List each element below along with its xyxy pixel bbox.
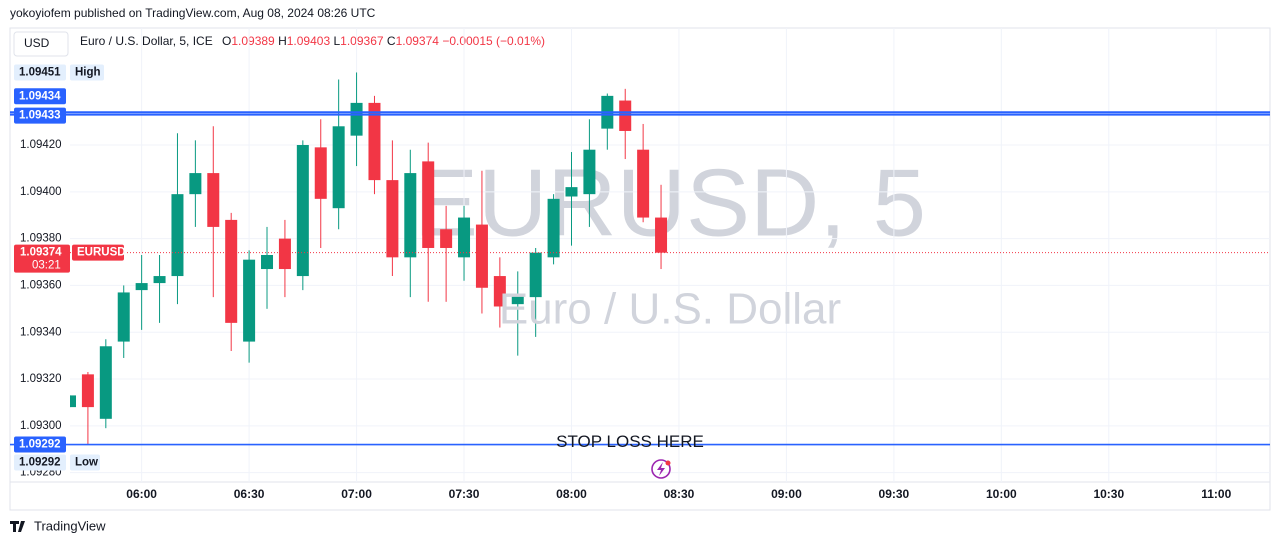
ohlc-letter: O [222,34,231,48]
y-tick-label: 1.09300 [20,420,62,432]
candle-body [207,173,220,227]
chart-title: Euro / U.S. Dollar, 5, ICE [80,34,213,48]
candle-body [440,229,453,248]
symbol-tag-bg [72,244,124,261]
high-marker-label: High [75,66,101,78]
candle-body [81,374,94,408]
low-marker-value-bg [14,454,66,471]
candle-body [350,102,363,136]
lightning-icon[interactable] [651,459,671,479]
candle-body [529,252,542,298]
x-tick-label: 08:30 [664,487,695,501]
ohlc-letter: L [333,34,340,48]
candle-body [70,395,76,408]
candle-body [511,294,524,305]
high-marker-value: 1.09451 [19,66,61,78]
ohlc-letter: H [278,34,287,48]
author-line: yokoyiofem published on TradingView.com,… [10,6,376,20]
candle-body [296,145,309,277]
level-label: 1.09433 [19,110,61,122]
countdown: 03:21 [32,260,61,272]
level-label: 1.09292 [19,439,61,451]
y-tick-label: 1.09340 [20,326,62,338]
candle-body [386,180,399,258]
candle-body [189,173,202,195]
level-label: 1.09434 [19,90,61,102]
last-price-bg [14,244,70,273]
candle-body [619,100,632,131]
candle-body [422,161,435,248]
candle-body [404,173,417,258]
candle-body [458,217,471,258]
y-tick-label: 1.09320 [20,373,62,385]
x-tick-label: 10:00 [986,487,1017,501]
chart-frame [9,27,1271,511]
low-marker-label: Low [75,457,98,469]
candle-body [637,149,650,218]
ohlc-value: 1.09403 [287,34,331,48]
x-tick-label: 09:30 [879,487,910,501]
candle-body [135,283,148,291]
currency-box[interactable] [13,31,69,57]
plot-area [70,28,1270,482]
annotation: STOP LOSS HERE [556,432,704,451]
ohlc-legend: O1.09389 H1.09403 L1.09367 C1.09374 −0.0… [222,34,545,48]
level-label-bg [14,436,66,453]
candle-body [117,292,130,342]
high-marker-value-bg [14,64,66,81]
x-tick-label: 06:00 [126,487,157,501]
x-tick-label: 10:30 [1093,487,1124,501]
candle-body [278,238,291,270]
candle-body [314,147,327,199]
low-marker-label-bg [70,454,100,471]
last-price-value: 1.09374 [20,247,62,259]
candle-body [583,149,596,195]
candle-body [547,198,560,258]
watermark-subtitle: Euro / U.S. Dollar [499,285,841,334]
candle-body [655,217,668,253]
x-tick-label: 11:00 [1201,487,1231,501]
candle-body [171,194,184,277]
candle-body [99,346,112,419]
y-tick-label: 1.09360 [20,279,62,291]
candle-body [243,259,256,342]
x-tick-label: 09:00 [771,487,802,501]
x-tick-label: 07:00 [341,487,372,501]
ohlc-letter: C [387,34,396,48]
symbol-tag: EURUSD [77,247,126,259]
watermark: EURUSD, 5 [414,149,926,256]
candle-body [368,102,381,181]
candle-body [225,219,238,323]
level-label-bg [14,107,66,124]
ohlc-value: 1.09389 [231,34,275,48]
change: −0.00015 (−0.01%) [442,34,545,48]
candle-body [332,126,345,209]
candle-body [493,276,506,307]
x-tick-label: 06:30 [234,487,265,501]
candle-body [261,255,274,270]
y-tick-label: 1.09380 [20,233,62,245]
tv-logo [10,521,25,532]
y-tick-label: 1.09400 [20,186,62,198]
high-marker-label-bg [70,64,104,81]
candle-body [153,276,166,284]
low-marker-value: 1.09292 [19,457,61,469]
ohlc-value: 1.09374 [396,34,440,48]
candle-body [565,187,578,197]
ohlc-value: 1.09367 [340,34,384,48]
candle-body [475,224,488,288]
currency[interactable]: USD [24,36,50,50]
footer: TradingView [34,518,106,533]
x-tick-label: 08:00 [556,487,587,501]
y-tick-label: 1.09420 [20,139,62,151]
level-label-bg [14,88,66,105]
x-tick-label: 07:30 [449,487,480,501]
